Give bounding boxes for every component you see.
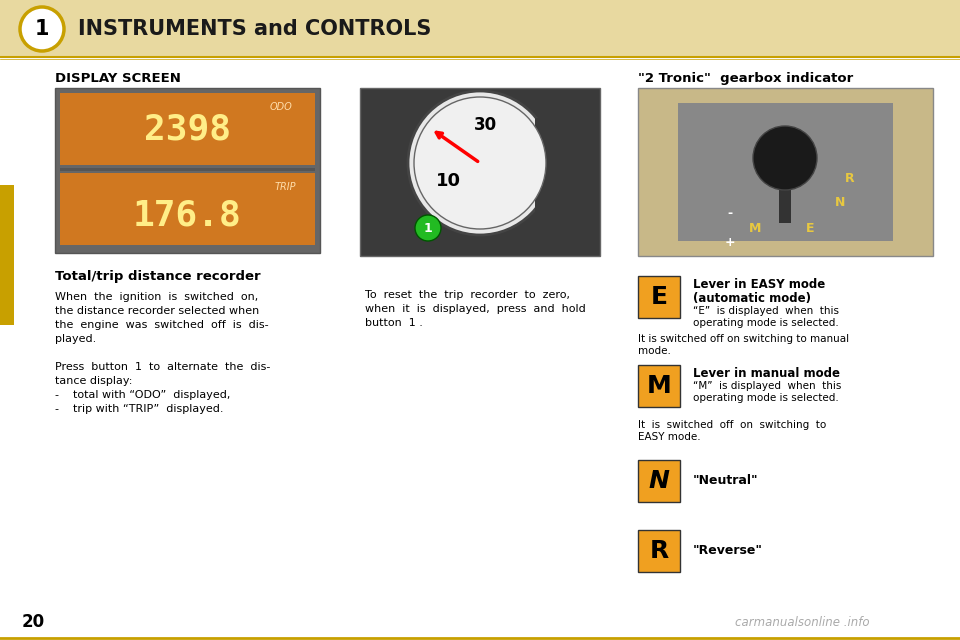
Text: When  the  ignition  is  switched  on,: When the ignition is switched on,	[55, 292, 258, 302]
Text: It  is  switched  off  on  switching  to: It is switched off on switching to	[638, 420, 827, 430]
Text: E: E	[651, 285, 667, 309]
Text: Lever in manual mode: Lever in manual mode	[693, 367, 840, 380]
Text: TRIP: TRIP	[275, 182, 297, 192]
Text: “M”  is displayed  when  this: “M” is displayed when this	[693, 381, 841, 391]
Circle shape	[408, 91, 552, 235]
Text: 10: 10	[436, 172, 461, 190]
Bar	[60, 93, 315, 165]
Text: 1: 1	[35, 19, 49, 39]
Text: operating mode is selected.: operating mode is selected.	[693, 393, 839, 403]
Text: when  it  is  displayed,  press  and  hold: when it is displayed, press and hold	[365, 304, 586, 314]
Bar	[678, 103, 893, 241]
Text: 1: 1	[423, 221, 432, 234]
Text: To  reset  the  trip  recorder  to  zero,: To reset the trip recorder to zero,	[365, 290, 570, 300]
Circle shape	[414, 97, 546, 229]
Text: ODO: ODO	[270, 102, 293, 112]
Bar	[535, 118, 585, 238]
Bar	[0, 185, 14, 325]
Text: M: M	[749, 221, 761, 234]
Text: DISPLAY SCREEN: DISPLAY SCREEN	[55, 72, 180, 85]
Bar	[779, 168, 791, 223]
Bar	[638, 276, 680, 318]
Text: +: +	[725, 237, 735, 250]
Text: 2398: 2398	[144, 113, 231, 147]
Bar	[60, 168, 315, 171]
Bar	[638, 365, 680, 407]
Bar	[638, 88, 933, 256]
Text: 176.8: 176.8	[133, 198, 242, 232]
Text: Lever in EASY mode: Lever in EASY mode	[693, 278, 826, 291]
Text: 20: 20	[22, 613, 45, 631]
Text: N: N	[835, 196, 845, 209]
Text: "Reverse": "Reverse"	[693, 545, 763, 557]
Bar	[360, 88, 600, 256]
Text: the distance recorder selected when: the distance recorder selected when	[55, 306, 259, 316]
Text: E: E	[805, 221, 814, 234]
Text: N: N	[649, 469, 669, 493]
Text: "Neutral": "Neutral"	[693, 474, 758, 488]
Bar	[638, 460, 680, 502]
Text: R: R	[649, 539, 668, 563]
Text: button  1 .: button 1 .	[365, 318, 422, 328]
Text: INSTRUMENTS and CONTROLS: INSTRUMENTS and CONTROLS	[78, 19, 431, 39]
Bar	[60, 173, 315, 245]
Text: -: -	[728, 207, 732, 220]
Text: played.: played.	[55, 334, 96, 344]
Text: mode.: mode.	[638, 346, 671, 356]
Circle shape	[753, 126, 817, 190]
Bar	[638, 530, 680, 572]
Text: It is switched off on switching to manual: It is switched off on switching to manua…	[638, 334, 850, 344]
Text: EASY mode.: EASY mode.	[638, 432, 701, 442]
Text: “E”  is displayed  when  this: “E” is displayed when this	[693, 306, 839, 316]
Text: M: M	[647, 374, 671, 398]
Text: -    total with “ODO”  displayed,: - total with “ODO” displayed,	[55, 390, 230, 400]
Text: (automatic mode): (automatic mode)	[693, 292, 811, 305]
Circle shape	[20, 7, 64, 51]
Text: carmanualsonline .info: carmanualsonline .info	[735, 616, 870, 628]
Text: "2 Tronic"  gearbox indicator: "2 Tronic" gearbox indicator	[638, 72, 853, 85]
Text: Press  button  1  to  alternate  the  dis-: Press button 1 to alternate the dis-	[55, 362, 271, 372]
Text: tance display:: tance display:	[55, 376, 132, 386]
Text: Total/trip distance recorder: Total/trip distance recorder	[55, 270, 260, 283]
Text: -    trip with “TRIP”  displayed.: - trip with “TRIP” displayed.	[55, 404, 224, 414]
Text: operating mode is selected.: operating mode is selected.	[693, 318, 839, 328]
Bar	[0, 0, 960, 58]
Bar	[55, 88, 320, 253]
Circle shape	[415, 215, 441, 241]
Text: R: R	[845, 172, 854, 184]
Text: the  engine  was  switched  off  is  dis-: the engine was switched off is dis-	[55, 320, 269, 330]
Text: 30: 30	[473, 116, 496, 134]
